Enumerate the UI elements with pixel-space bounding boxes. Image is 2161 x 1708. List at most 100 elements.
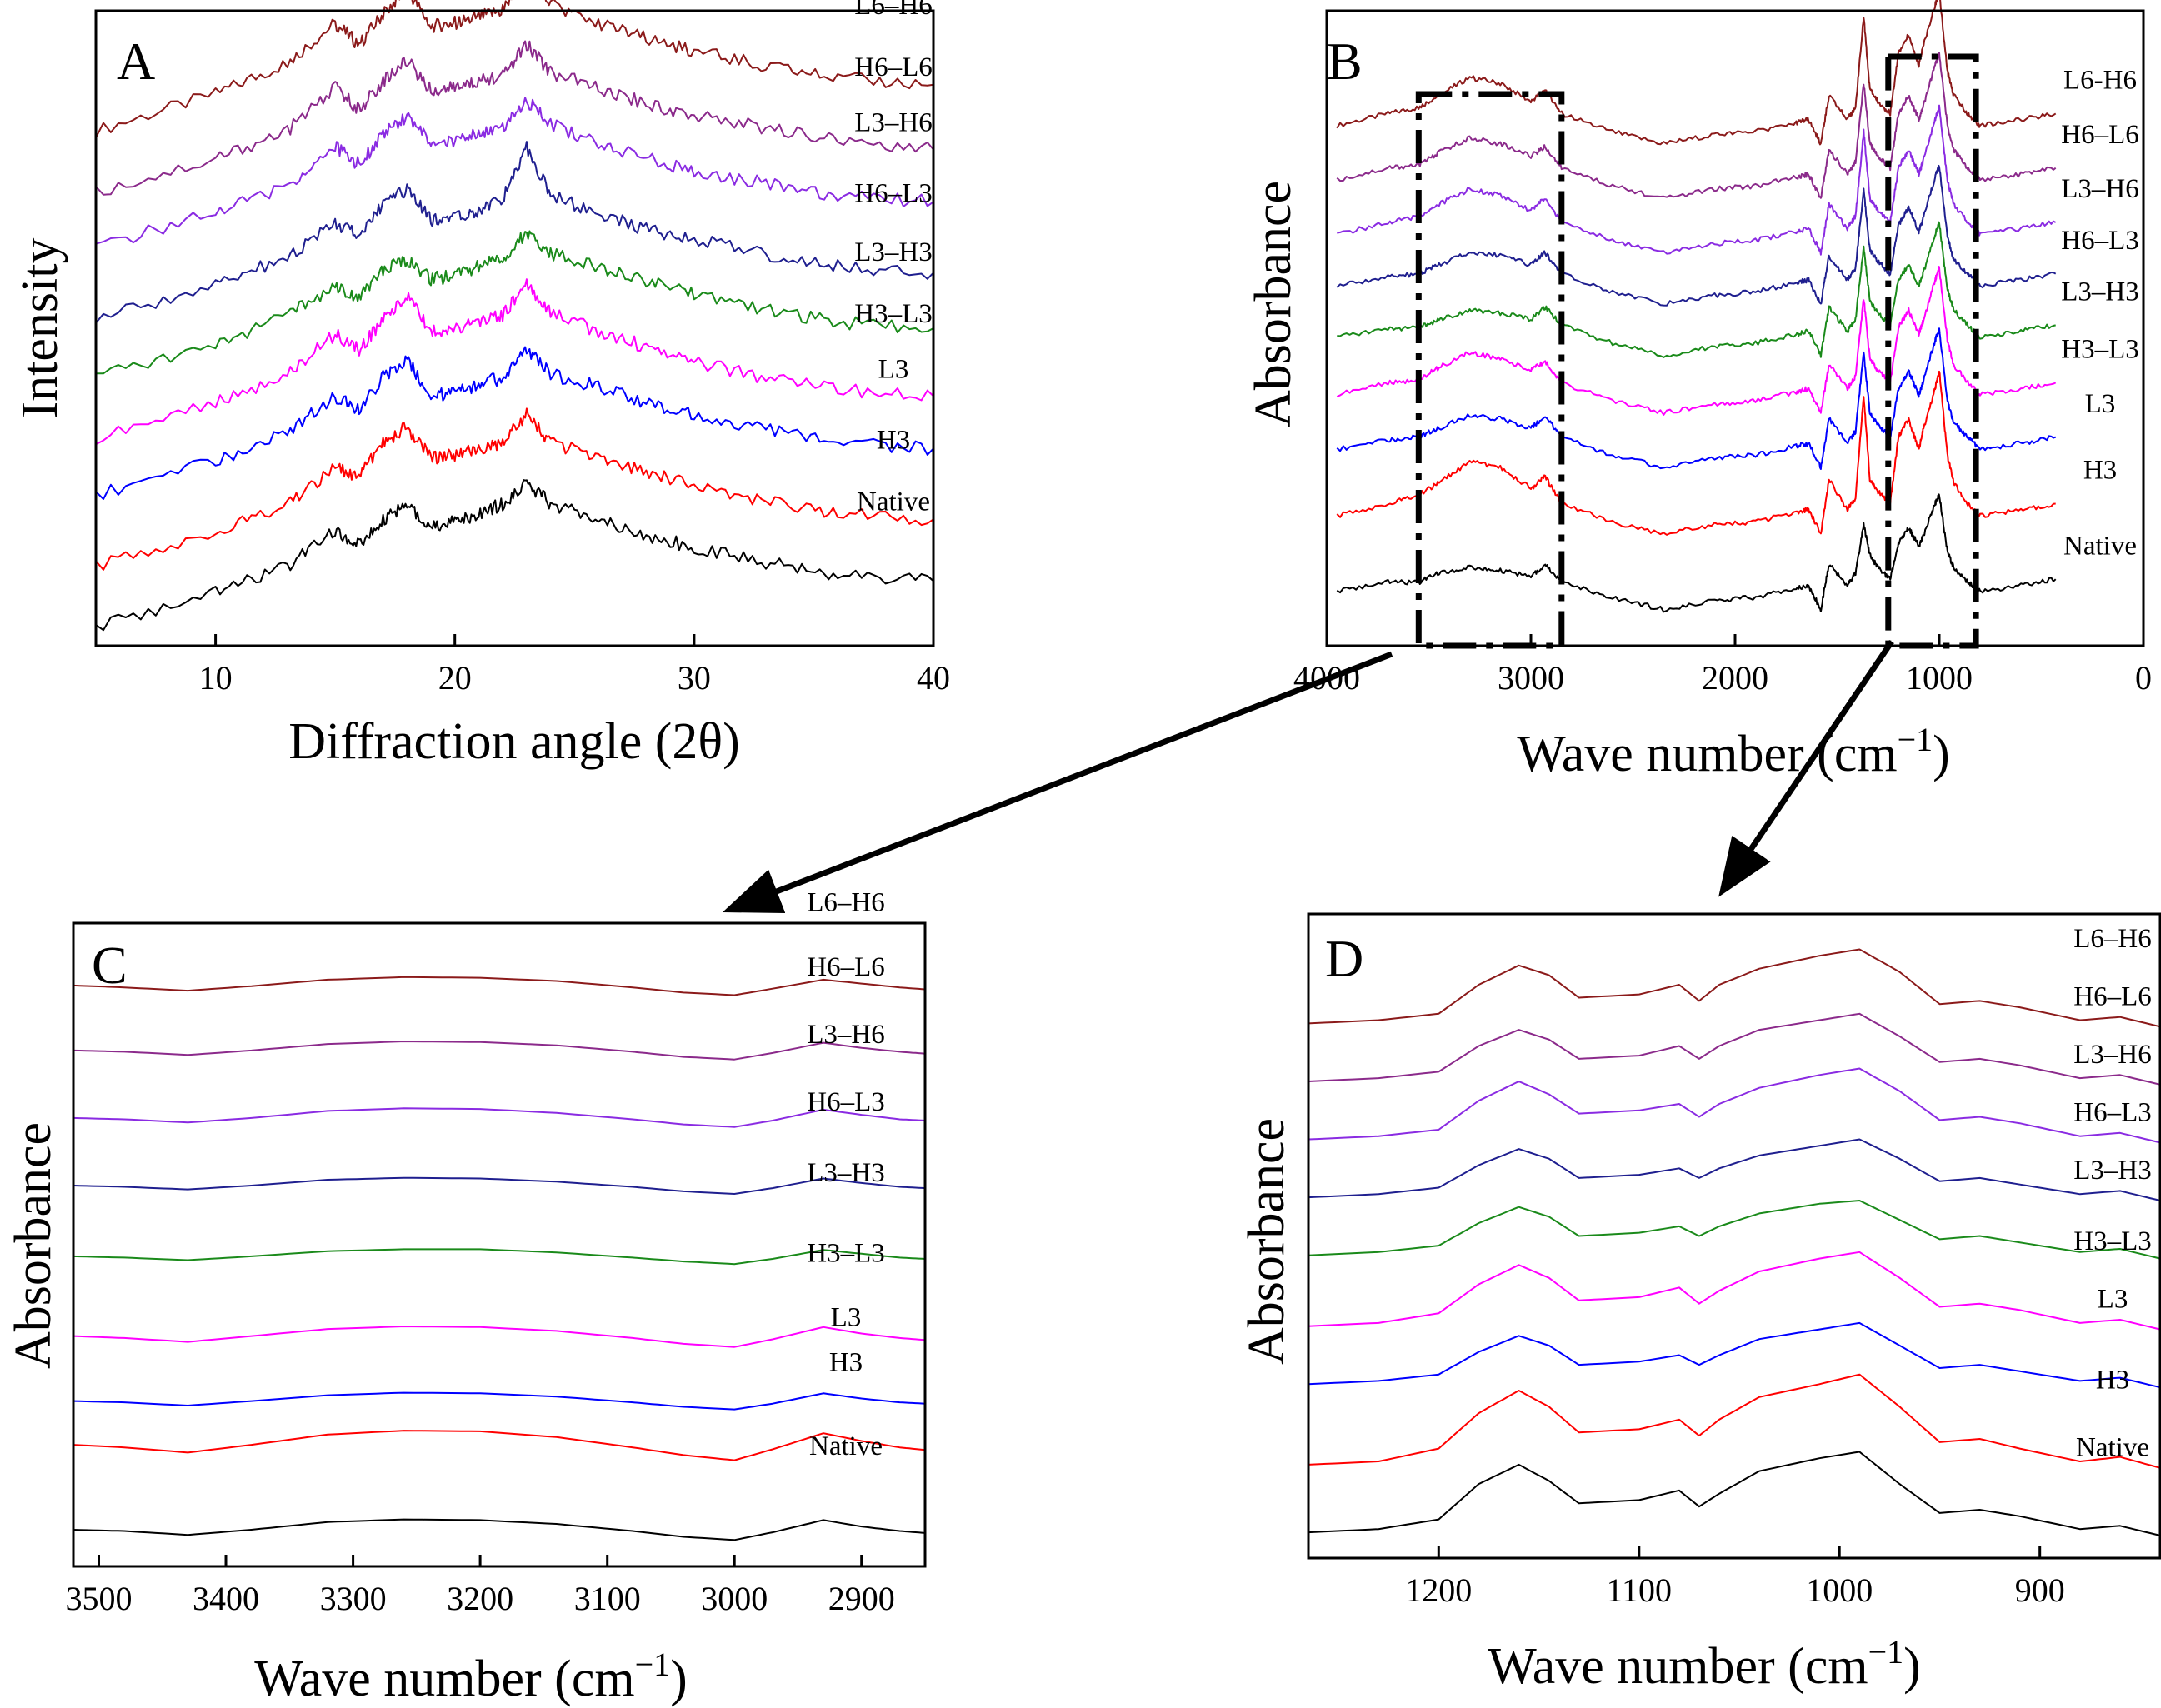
panel-c-series-labels: L6–H6 H6–L6 L3–H6 H6–L3 L3–H3 H3–L3 L3 H3 Native (807, 888, 885, 1461)
panel-b-x-tick-label: 3000 (1498, 659, 1564, 697)
panel-a: 10 20 30 40 A Diffraction angle (2θ) Intens… (12, 0, 950, 770)
panel-b-series-labels: L6-H6 H6–L6 L3–H6 H6–L3 L3–H3 H3–L3 L3 H3 Native (2061, 66, 2139, 562)
panel-c-x-tick-label: 3400 (193, 1580, 259, 1617)
panel-c-series-label: L3–H6 (807, 1020, 885, 1050)
panel-c-series-line (73, 1176, 926, 1195)
panel-b-series-line (1336, 164, 2057, 307)
panel-c-x-axis-ticks: 3500 3400 3300 3200 3100 3000 2900 (66, 1555, 895, 1617)
panel-c: 3500 3400 3300 3200 3100 3000 2900 C Wave numb… (5, 888, 927, 1707)
panel-b-series-line (1336, 327, 2057, 470)
panel-b-zoom-box (1885, 53, 1979, 649)
panel-a-series-line (95, 141, 934, 324)
panel-c-series-line (73, 1430, 926, 1461)
panel-b-x-tick-label: 2000 (1702, 659, 1768, 697)
panel-b-series-line (1337, 104, 2057, 256)
panel-c-x-tick-label: 2900 (828, 1580, 895, 1617)
panel-d-frame (1307, 912, 2161, 1560)
panel-d-series-line (1308, 1373, 2161, 1469)
panel-a-series-line (95, 407, 934, 571)
panel-a-series-label: L6–H6 (854, 0, 933, 21)
panel-a-frame (94, 9, 935, 647)
panel-a-x-tick-label: 20 (438, 659, 472, 697)
panel-d-x-axis-ticks: 1200 1100 1000 900 (1405, 1546, 2065, 1609)
panel-c-series-line (73, 1107, 926, 1128)
panel-c-series-label: L3–H3 (807, 1158, 885, 1188)
panel-b-series-label: Native (2063, 531, 2137, 561)
panel-a-y-axis-label: Intensity (12, 238, 68, 419)
panel-d-series-label: Native (2076, 1433, 2149, 1463)
panel-a-series-label: H3–L3 (854, 299, 933, 329)
panel-b-series-line (1337, 221, 2056, 358)
panel-a-series-line (95, 278, 934, 446)
panel-c-series-line (73, 1326, 926, 1348)
panel-b-zoom-box (1415, 91, 1565, 649)
panel-d-series-line (1308, 1251, 2161, 1331)
panel-d-series-line (1308, 1012, 2161, 1086)
panel-b-series-label: L3 (2085, 389, 2116, 419)
panel-a-x-axis-ticks: 10 20 30 40 (199, 634, 950, 697)
panel-b-x-axis-ticks: 40003000200010000 (1293, 634, 2152, 697)
panel-d-series-label: H3 (2096, 1365, 2129, 1395)
panel-d-x-tick-label: 1100 (1607, 1571, 1673, 1609)
panel-c-series-line (73, 1518, 926, 1541)
panel-a-series-label: H3 (877, 426, 910, 456)
panel-d-x-axis-label: Wave number (cm−1) (1488, 1633, 1921, 1695)
panel-d-x-tick-label: 900 (2015, 1571, 2065, 1609)
panel-d-x-axis-label-sup: −1 (1868, 1633, 1904, 1671)
panel-d-series-line (1308, 948, 2161, 1028)
panel-a-series-label: H6–L6 (854, 52, 933, 82)
panel-b-series-label: L6-H6 (2063, 66, 2137, 96)
panel-b-series-label: H3 (2083, 456, 2117, 486)
panel-a-series-label: L3–H6 (854, 108, 933, 138)
panel-d-series-line (1308, 1200, 2161, 1260)
panel-c-x-tick-label: 3200 (447, 1580, 513, 1617)
panel-a-letter: A (117, 32, 155, 91)
panel-d-x-axis-label-main: Wave number (cm (1488, 1638, 1868, 1695)
panel-b-x-axis-label-main: Wave number (cm (1517, 726, 1897, 782)
panel-d-series-labels: L6–H6 H6–L6 L3–H6 H6–L3 L3–H3 H3–L3 L3 H3 Native (2073, 924, 2152, 1463)
panel-b-x-axis-label-end: ) (1933, 726, 1950, 782)
panel-a-x-tick-label: 10 (199, 659, 233, 697)
panel-a-series-line (95, 40, 934, 196)
panel-d-y-axis-label: Absorbance (1238, 1118, 1295, 1365)
panel-a-x-tick-label: 30 (678, 659, 711, 697)
panel-a-x-tick-label: 40 (917, 659, 950, 697)
panel-c-series-line (73, 1248, 926, 1266)
panel-a-series-label: Native (857, 487, 930, 517)
panel-d-x-axis-label-end: ) (1903, 1638, 1921, 1695)
panel-c-series-label: L6–H6 (807, 888, 885, 918)
panel-d-series-label: L3 (2098, 1285, 2128, 1315)
panel-c-x-axis-label: Wave number (cm−1) (254, 1646, 688, 1707)
panel-a-series-line (95, 479, 934, 632)
panel-c-series-label: H3 (829, 1348, 863, 1378)
panel-b-series-label: H6–L6 (2061, 120, 2139, 150)
panel-c-y-axis-label: Absorbance (5, 1122, 62, 1369)
panel-c-x-axis-label-main: Wave number (cm (254, 1651, 634, 1707)
panel-b-series-line (1336, 52, 2057, 199)
panel-a-series-label: H6–L3 (854, 179, 933, 209)
panel-d-series-label: L3–H3 (2073, 1156, 2152, 1186)
panel-c-letter: C (92, 936, 128, 995)
panel-a-series-labels: L6–H6 H6–L6 L3–H6 H6–L3 L3–H3 H3–L3 L3 H3 Native (854, 0, 933, 517)
arrow-to-panel-d (1718, 640, 1894, 897)
panel-d-series-line (1308, 1451, 2161, 1536)
panel-c-series-label: L3 (831, 1303, 862, 1333)
panel-b-plot-area (1336, 0, 2057, 613)
panel-c-series-label: H6–L6 (807, 952, 885, 982)
panel-b-x-axis-label-sup: −1 (1898, 721, 1933, 758)
panel-d-letter: D (1325, 929, 1363, 988)
panel-d-series-label: L6–H6 (2073, 924, 2152, 954)
panel-b-letter: B (1327, 32, 1363, 91)
panel-b-series-line (1336, 266, 2057, 416)
panel-c-series-line (73, 1391, 926, 1411)
panel-d: 1200 1100 1000 900 D Wave number (cm−1) Abs… (1238, 912, 2161, 1695)
panel-d-series-label: H6–L3 (2073, 1098, 2152, 1128)
panel-a-x-axis-label: Diffraction angle (2θ) (288, 713, 740, 770)
panel-a-series-line (95, 230, 934, 375)
panel-c-x-tick-label: 3000 (701, 1580, 768, 1617)
panel-d-series-label: L3–H6 (2073, 1040, 2152, 1070)
panel-c-series-label: Native (809, 1431, 883, 1461)
panel-c-x-axis-label-end: ) (670, 1651, 688, 1707)
panel-b-highlight-boxes (1415, 53, 1979, 649)
